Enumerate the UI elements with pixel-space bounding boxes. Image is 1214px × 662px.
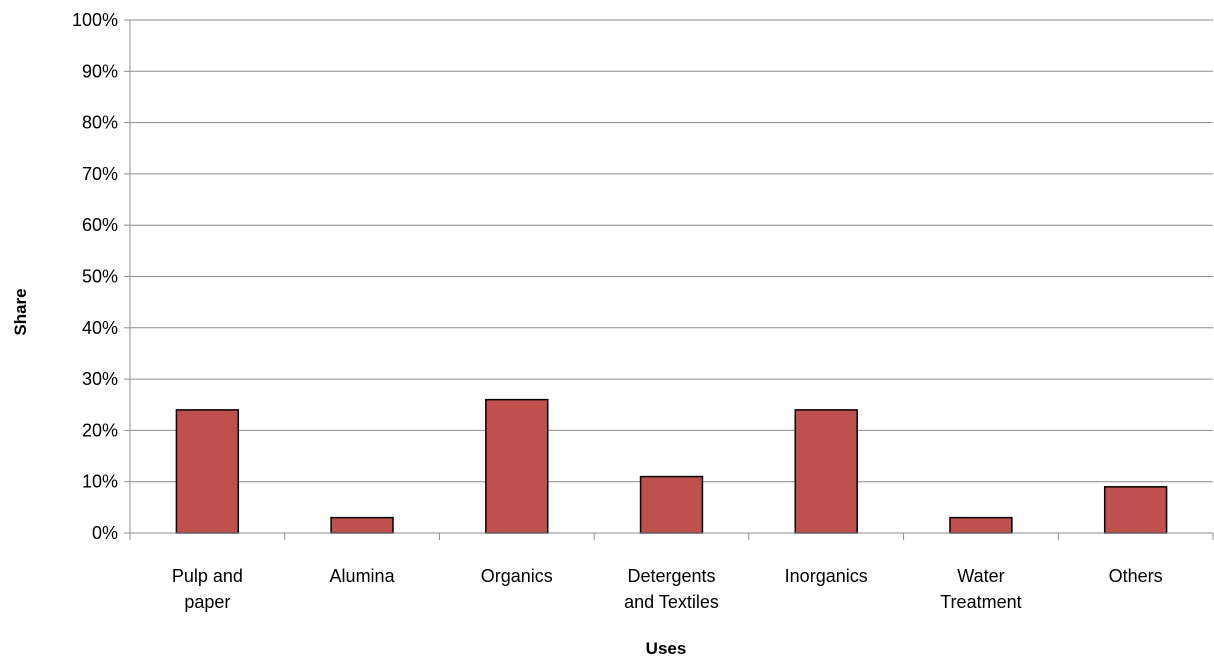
bar	[330, 516, 394, 534]
y-axis-title: Share	[11, 288, 30, 335]
axes	[129, 20, 1213, 534]
y-tick-label: 0%	[92, 523, 118, 543]
x-category-labels: Pulp and paper Alumina Organics Detergents an…	[172, 566, 1163, 612]
bar	[639, 475, 704, 534]
x-category-label-line: and Textiles	[624, 592, 719, 612]
bar	[794, 409, 858, 534]
y-tick-label: 80%	[82, 113, 118, 133]
x-category-label: Others	[1109, 566, 1163, 586]
bar	[1103, 486, 1168, 534]
x-category-label-line: Detergents	[627, 566, 715, 586]
x-category-label: Alumina	[330, 566, 396, 586]
gridlines	[124, 19, 1213, 534]
y-tick-label: 60%	[82, 215, 118, 235]
x-category-label-line: Water	[957, 566, 1004, 586]
x-axis-title: Uses	[646, 639, 687, 658]
x-category-label-line: Inorganics	[785, 566, 868, 586]
x-category-label: Pulp and paper	[172, 566, 243, 612]
y-tick-label: 100%	[72, 10, 118, 30]
bar	[175, 409, 240, 534]
bar	[949, 516, 1013, 534]
y-tick-label: 30%	[82, 369, 118, 389]
x-category-label: Detergents and Textiles	[624, 566, 719, 612]
x-tick-marks	[129, 533, 1214, 540]
y-tick-label: 20%	[82, 420, 118, 440]
y-tick-label: 10%	[82, 472, 118, 492]
x-category-label-line: Others	[1109, 566, 1163, 586]
y-tick-label: 90%	[82, 61, 118, 81]
y-tick-label: 70%	[82, 164, 118, 184]
y-tick-labels: 0% 10% 20% 30% 40% 50% 60% 70% 80% 90% 100%	[72, 10, 118, 543]
x-category-label: Inorganics	[785, 566, 868, 586]
x-category-label-line: Pulp and	[172, 566, 243, 586]
x-category-label: Water Treatment	[940, 566, 1021, 612]
bars	[175, 398, 1168, 534]
y-tick-label: 40%	[82, 318, 118, 338]
x-category-label-line: Alumina	[330, 566, 396, 586]
y-tick-label: 50%	[82, 267, 118, 287]
bar	[485, 398, 549, 534]
x-category-label: Organics	[481, 566, 553, 586]
x-category-label-line: Treatment	[940, 592, 1021, 612]
x-category-label-line: paper	[184, 592, 230, 612]
x-category-label-line: Organics	[481, 566, 553, 586]
